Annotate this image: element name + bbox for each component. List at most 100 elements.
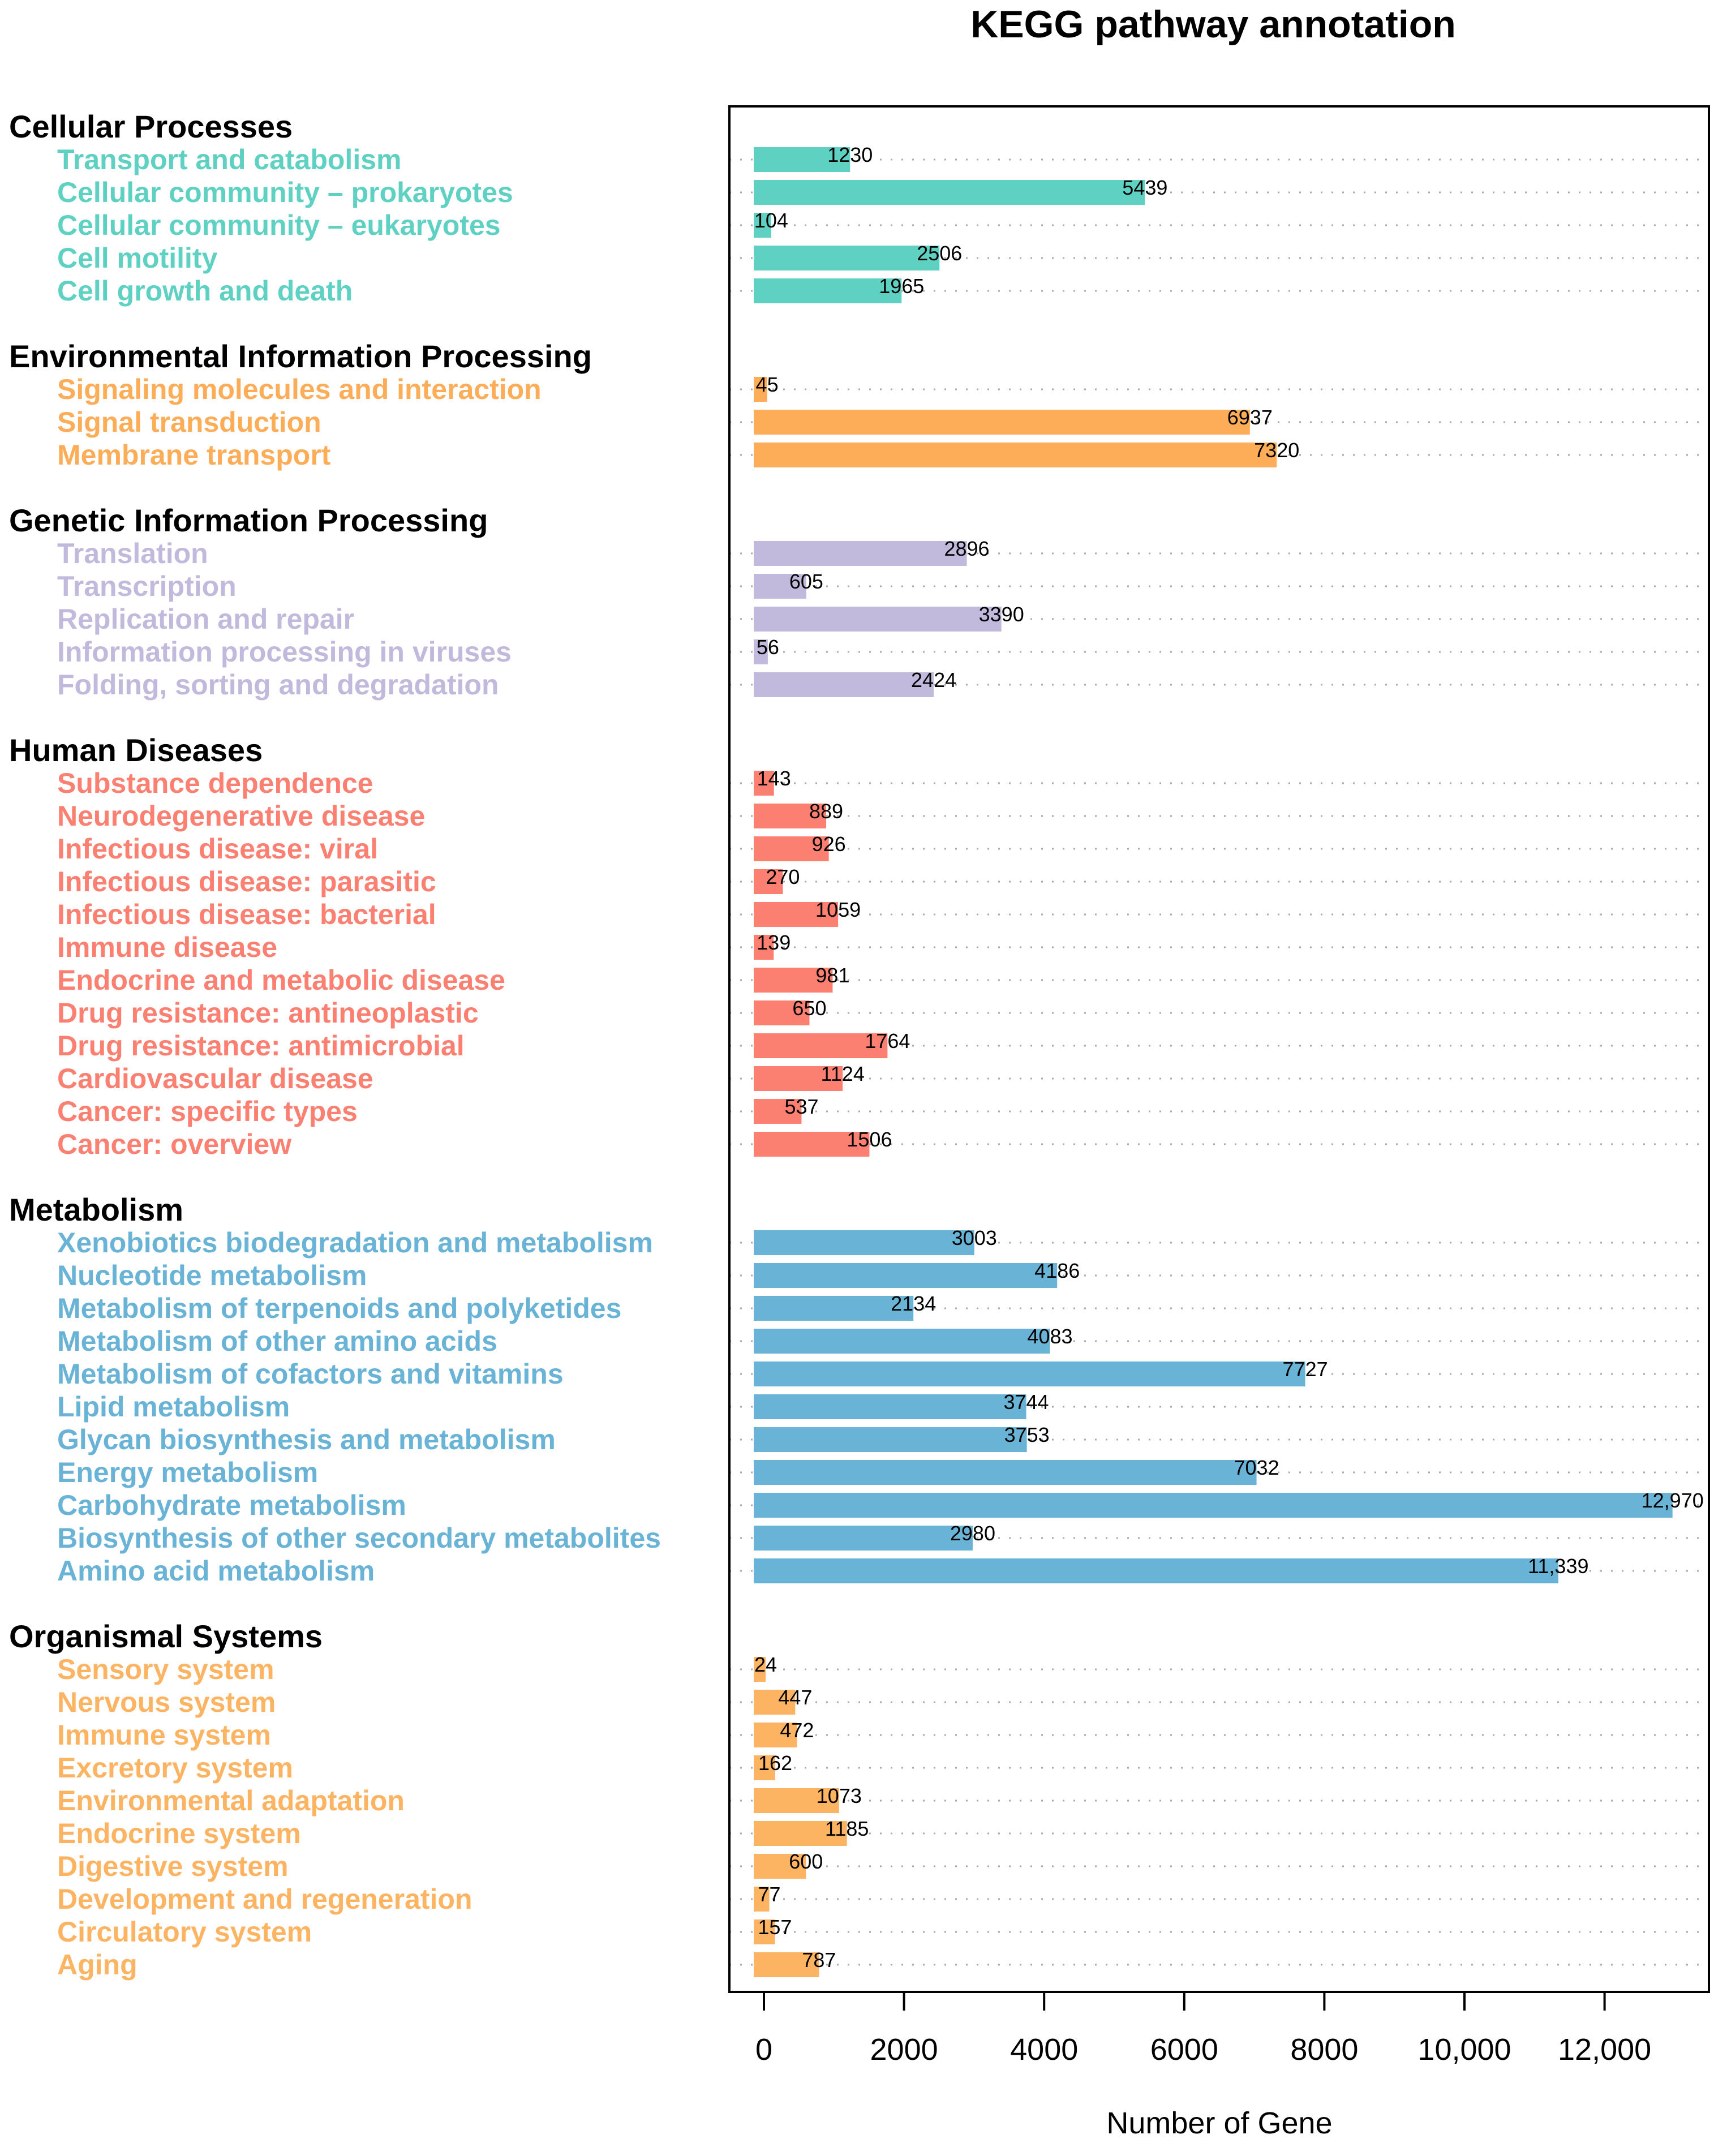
bar bbox=[754, 1427, 1027, 1452]
bar-value-label: 139 bbox=[757, 931, 791, 954]
category-label: Infectious disease: bacterial bbox=[57, 899, 436, 930]
bar-value-label: 45 bbox=[756, 373, 779, 396]
bar bbox=[754, 377, 767, 402]
bar-value-label: 1230 bbox=[827, 143, 873, 166]
category-label: Biosynthesis of other secondary metaboli… bbox=[57, 1522, 661, 1554]
bar-value-label: 157 bbox=[758, 1916, 792, 1939]
bar-value-label: 7727 bbox=[1283, 1358, 1328, 1381]
category-label: Cellular community – eukaryotes bbox=[57, 209, 501, 241]
bars: 1230 5439 104 2506 1965 45 6937 7320 2896 605 3390… bbox=[754, 143, 1704, 1977]
bar bbox=[754, 246, 940, 270]
bar bbox=[754, 1493, 1673, 1518]
bar-value-label: 2134 bbox=[891, 1292, 936, 1315]
category-label: Metabolism of cofactors and vitamins bbox=[57, 1358, 564, 1390]
category-label: Folding, sorting and degradation bbox=[57, 669, 499, 701]
bar bbox=[754, 1394, 1026, 1419]
bar-value-label: 3003 bbox=[952, 1226, 997, 1249]
category-label: Translation bbox=[57, 538, 208, 569]
bar-value-label: 4083 bbox=[1027, 1325, 1072, 1348]
bar bbox=[754, 1526, 973, 1551]
bar-value-label: 1073 bbox=[817, 1784, 862, 1807]
bar-value-label: 981 bbox=[815, 964, 849, 987]
bar-value-label: 7032 bbox=[1234, 1456, 1279, 1479]
bar-value-label: 472 bbox=[780, 1719, 814, 1742]
bar-value-label: 1506 bbox=[847, 1128, 892, 1151]
category-label: Sensory system bbox=[57, 1653, 274, 1685]
bar-value-label: 537 bbox=[784, 1095, 818, 1118]
bar-value-label: 1965 bbox=[879, 274, 924, 298]
category-label: Substance dependence bbox=[57, 767, 373, 799]
x-tick-label: 4000 bbox=[1010, 2033, 1078, 2067]
bar bbox=[754, 213, 771, 238]
bar-value-label: 787 bbox=[802, 1948, 836, 1972]
category-label: Neurodegenerative disease bbox=[57, 800, 425, 832]
group-header: Human Diseases bbox=[9, 732, 263, 768]
bar bbox=[754, 147, 850, 172]
x-tick-label: 8000 bbox=[1290, 2033, 1358, 2067]
bar-value-label: 6937 bbox=[1227, 406, 1273, 429]
bar bbox=[754, 639, 768, 664]
category-label: Cellular community – prokaryotes bbox=[57, 177, 513, 208]
bar bbox=[754, 1460, 1257, 1485]
bar-value-label: 605 bbox=[789, 570, 823, 593]
category-label: Energy metabolism bbox=[57, 1457, 318, 1488]
category-label: Nucleotide metabolism bbox=[57, 1260, 367, 1291]
bar bbox=[754, 1000, 810, 1025]
category-label: Excretory system bbox=[57, 1752, 293, 1784]
bar bbox=[754, 902, 839, 927]
bar-value-label: 650 bbox=[792, 997, 826, 1020]
x-tick-label: 12,000 bbox=[1558, 2033, 1651, 2067]
group-header: Environmental Information Processing bbox=[9, 338, 592, 374]
bar bbox=[754, 935, 774, 960]
bar-value-label: 2896 bbox=[944, 537, 989, 560]
category-label: Xenobiotics biodegradation and metabolis… bbox=[57, 1227, 653, 1259]
bar-value-label: 77 bbox=[758, 1883, 781, 1906]
category-label: Information processing in viruses bbox=[57, 636, 512, 668]
bar-value-label: 56 bbox=[757, 635, 779, 659]
bar-value-label: 600 bbox=[789, 1850, 823, 1873]
bar bbox=[754, 869, 783, 894]
bar bbox=[754, 1033, 888, 1058]
bar-value-label: 4186 bbox=[1034, 1259, 1080, 1282]
bar bbox=[754, 1329, 1050, 1354]
bar-value-label: 926 bbox=[812, 832, 846, 856]
bar bbox=[754, 1132, 870, 1157]
bar bbox=[754, 410, 1250, 435]
bar-value-label: 11,339 bbox=[1528, 1554, 1588, 1578]
bar-value-label: 3753 bbox=[1004, 1423, 1050, 1446]
category-label: Circulatory system bbox=[57, 1916, 312, 1948]
bar bbox=[754, 180, 1145, 205]
bar bbox=[754, 1558, 1558, 1583]
bar-value-label: 7320 bbox=[1254, 439, 1299, 462]
category-label: Nervous system bbox=[57, 1686, 276, 1718]
bar-value-label: 12,970 bbox=[1642, 1489, 1704, 1512]
category-label: Carbohydrate metabolism bbox=[57, 1489, 406, 1521]
category-label: Digestive system bbox=[57, 1850, 289, 1882]
bar bbox=[754, 1099, 802, 1124]
category-label: Drug resistance: antimicrobial bbox=[57, 1030, 465, 1062]
x-tick-label: 10,000 bbox=[1417, 2033, 1511, 2067]
category-label: Transcription bbox=[57, 570, 237, 602]
category-label: Signal transduction bbox=[57, 406, 321, 438]
bar bbox=[754, 968, 833, 993]
category-label: Cell motility bbox=[57, 242, 218, 274]
bar-value-label: 447 bbox=[778, 1686, 812, 1709]
category-label: Metabolism of other amino acids bbox=[57, 1325, 497, 1357]
category-label: Amino acid metabolism bbox=[57, 1555, 375, 1587]
bar bbox=[754, 278, 902, 303]
category-label: Immune disease bbox=[57, 931, 277, 963]
bar-value-label: 2980 bbox=[950, 1522, 995, 1545]
bar-value-label: 143 bbox=[757, 767, 791, 790]
bar-value-label: 1059 bbox=[815, 898, 861, 921]
category-label: Cardiovascular disease bbox=[57, 1063, 373, 1094]
bar bbox=[754, 574, 806, 599]
bar-value-label: 24 bbox=[754, 1653, 777, 1676]
category-label: Metabolism of terpenoids and polyketides bbox=[57, 1292, 621, 1324]
bar-value-label: 889 bbox=[809, 800, 843, 823]
bar-value-label: 5439 bbox=[1122, 176, 1167, 199]
category-label: Infectious disease: viral bbox=[57, 833, 378, 865]
bar-value-label: 1764 bbox=[865, 1029, 910, 1053]
category-label: Glycan biosynthesis and metabolism bbox=[57, 1424, 556, 1455]
